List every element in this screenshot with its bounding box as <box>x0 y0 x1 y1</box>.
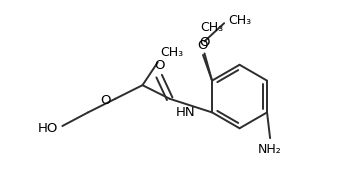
Text: CH₃: CH₃ <box>201 21 224 34</box>
Text: O: O <box>198 39 208 52</box>
Text: O: O <box>199 36 210 49</box>
Text: NH₂: NH₂ <box>258 143 282 156</box>
Text: HO: HO <box>37 122 58 135</box>
Text: O: O <box>154 59 164 72</box>
Text: O: O <box>100 94 111 107</box>
Text: CH₃: CH₃ <box>160 46 183 59</box>
Text: CH₃: CH₃ <box>229 14 252 27</box>
Text: HN: HN <box>176 106 195 119</box>
